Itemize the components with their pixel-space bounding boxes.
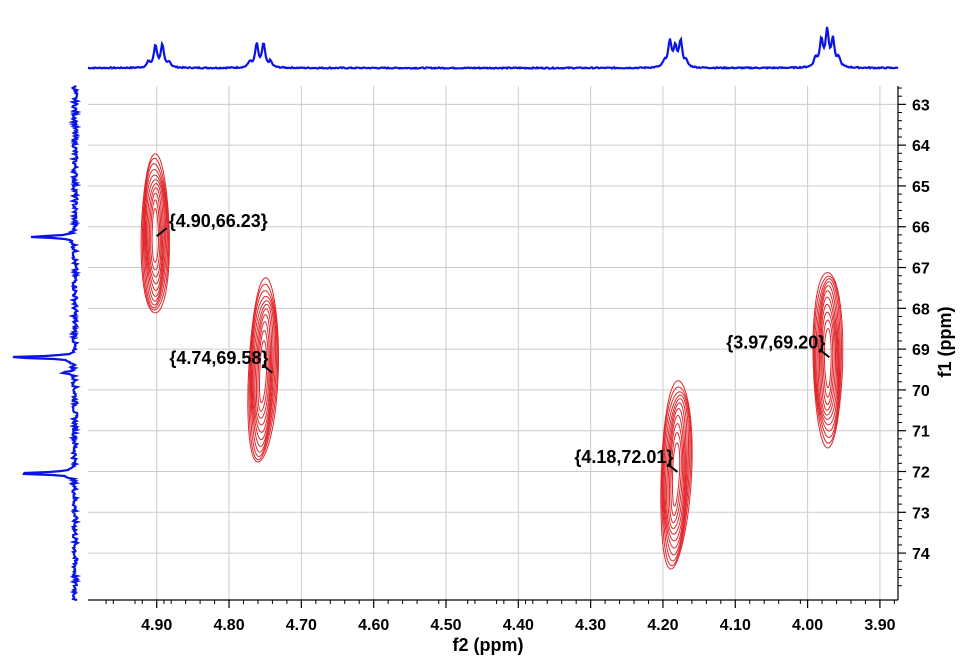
y-tick-label: 66 [912, 220, 930, 237]
y-tick-label: 65 [912, 179, 930, 196]
contour-peak [247, 277, 279, 463]
x-tick-label: 4.80 [213, 617, 244, 634]
x-tick-label: 3.90 [864, 617, 895, 634]
contour-ring [145, 179, 165, 297]
contour-ring [671, 442, 681, 507]
x-axis-label: f2 (ppm) [453, 635, 524, 655]
contour-ring [257, 329, 269, 412]
contour-ring [815, 281, 840, 432]
contour-ring [259, 340, 268, 404]
contour-ring [143, 168, 168, 306]
peak-label: {4.18,72.01} [574, 447, 673, 467]
contour-ring [252, 303, 274, 441]
contour-ring [148, 192, 162, 278]
contour-ring [660, 380, 693, 570]
peak-marker [156, 227, 168, 237]
peak-marker [818, 348, 830, 359]
contour-ring [150, 199, 161, 271]
contour-ring [249, 290, 278, 458]
peak-label: {4.74,69.58} [169, 348, 268, 368]
contour-ring [146, 182, 164, 292]
contour-ring [254, 314, 271, 426]
axes: 4.90 4.80 4.70 4.60 4.50 4.40 4.30 4.20 4.10 4.00… [88, 86, 930, 634]
contour-ring [141, 157, 170, 311]
contour-peak [660, 380, 693, 570]
contour-ring [147, 187, 163, 285]
f2-projection [87, 26, 899, 71]
x-tick-label: 4.00 [792, 617, 823, 634]
contour-ring [664, 402, 687, 542]
contour-ring [821, 311, 835, 405]
contour-peak [812, 272, 844, 449]
contour-ring [151, 208, 159, 263]
contour-ring [142, 163, 169, 309]
peak-label: {4.90,66.23} [169, 211, 268, 231]
contour-ring [814, 278, 841, 439]
contour-ring [822, 319, 834, 398]
contour-ring [816, 285, 839, 426]
contour-ring [251, 300, 275, 447]
peak-marker [666, 463, 679, 473]
f2-projection-trace [87, 26, 899, 71]
y-axis-label: f1 (ppm) [935, 307, 955, 378]
contour-ring [823, 328, 832, 389]
y-tick-label: 69 [912, 342, 930, 359]
contour-ring [667, 415, 685, 530]
y-tick-label: 74 [912, 546, 930, 563]
contour-ring [661, 386, 692, 567]
y-tick-label: 71 [912, 424, 930, 441]
contour-peak [140, 153, 170, 314]
x-tick-label: 4.10 [720, 617, 751, 634]
contour-ring [666, 407, 686, 535]
contour-ring [663, 398, 688, 549]
contour-ring [248, 283, 279, 461]
contour-ring [817, 290, 839, 420]
x-tick-label: 4.70 [286, 617, 317, 634]
contour-ring [255, 321, 270, 419]
contour-ring [247, 277, 279, 463]
contour-ring [668, 423, 684, 524]
y-tick-label: 68 [912, 301, 930, 318]
contour-ring [819, 296, 838, 416]
y-tick-label: 70 [912, 383, 930, 400]
x-tick-label: 4.50 [430, 617, 461, 634]
contour-ring [820, 303, 836, 411]
contour-ring [144, 174, 167, 302]
x-tick-label: 4.40 [503, 617, 534, 634]
x-tick-label: 4.90 [141, 617, 172, 634]
x-tick-label: 4.60 [358, 617, 389, 634]
contour-ring [250, 295, 277, 453]
contour-ring [812, 272, 844, 449]
contour-layer [140, 153, 844, 570]
x-tick-label: 4.20 [647, 617, 678, 634]
contour-ring [253, 308, 273, 433]
y-tick-label: 73 [912, 505, 930, 522]
x-tick-label: 4.30 [575, 617, 606, 634]
f1-projection [12, 85, 82, 602]
f1-projection-trace [12, 85, 82, 602]
peak-marker [261, 363, 274, 374]
peak-label-layer: {4.90,66.23} {4.74,69.58} {4.18,72.01} {3.9… [156, 211, 830, 473]
y-tick-label: 64 [912, 138, 930, 155]
contour-ring [813, 275, 842, 444]
contour-ring [662, 394, 689, 556]
y-tick-label: 72 [912, 465, 930, 482]
grid-lines [88, 86, 898, 600]
peak-label: {3.97,69.20} [726, 332, 825, 352]
contour-ring [661, 391, 691, 562]
y-tick-label: 63 [912, 97, 930, 114]
contour-ring [140, 153, 170, 314]
contour-ring [670, 432, 682, 517]
y-tick-label: 67 [912, 261, 930, 278]
